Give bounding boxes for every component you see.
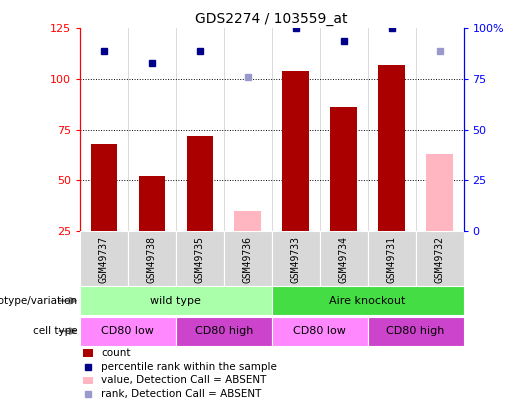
Bar — [186, 136, 213, 231]
Text: GSM49734: GSM49734 — [338, 237, 349, 284]
Text: count: count — [101, 348, 130, 358]
Text: GSM49733: GSM49733 — [290, 237, 301, 284]
Bar — [83, 377, 93, 384]
Bar — [426, 154, 453, 231]
Title: GDS2274 / 103559_at: GDS2274 / 103559_at — [195, 12, 348, 26]
Bar — [379, 65, 405, 231]
Text: CD80 low: CD80 low — [293, 326, 346, 336]
Text: rank, Detection Call = ABSENT: rank, Detection Call = ABSENT — [101, 389, 262, 399]
Bar — [83, 349, 93, 357]
Bar — [320, 231, 368, 286]
Bar — [176, 231, 224, 286]
Bar — [234, 211, 261, 231]
Text: CD80 high: CD80 high — [386, 326, 445, 336]
Text: CD80 high: CD80 high — [195, 326, 253, 336]
Bar — [176, 317, 272, 345]
Text: genotype/variation: genotype/variation — [0, 296, 77, 306]
Bar — [368, 231, 416, 286]
Text: wild type: wild type — [150, 296, 201, 306]
Bar — [91, 144, 117, 231]
Text: GSM49735: GSM49735 — [195, 237, 205, 284]
Bar — [282, 71, 309, 231]
Bar — [331, 107, 357, 231]
Bar — [272, 286, 464, 315]
Bar — [80, 286, 272, 315]
Text: Aire knockout: Aire knockout — [330, 296, 406, 306]
Text: value, Detection Call = ABSENT: value, Detection Call = ABSENT — [101, 375, 266, 386]
Bar — [272, 317, 368, 345]
Text: CD80 low: CD80 low — [101, 326, 154, 336]
Bar — [128, 231, 176, 286]
Bar — [80, 317, 176, 345]
Bar — [368, 317, 464, 345]
Bar — [272, 231, 320, 286]
Text: GSM49731: GSM49731 — [387, 237, 397, 284]
Bar — [80, 231, 128, 286]
Bar — [224, 231, 272, 286]
Bar — [139, 176, 165, 231]
Text: GSM49732: GSM49732 — [435, 237, 444, 284]
Bar — [416, 231, 464, 286]
Text: GSM49737: GSM49737 — [99, 237, 109, 284]
Text: GSM49738: GSM49738 — [147, 237, 157, 284]
Text: percentile rank within the sample: percentile rank within the sample — [101, 362, 277, 372]
Text: cell type: cell type — [32, 326, 77, 336]
Text: GSM49736: GSM49736 — [243, 237, 253, 284]
